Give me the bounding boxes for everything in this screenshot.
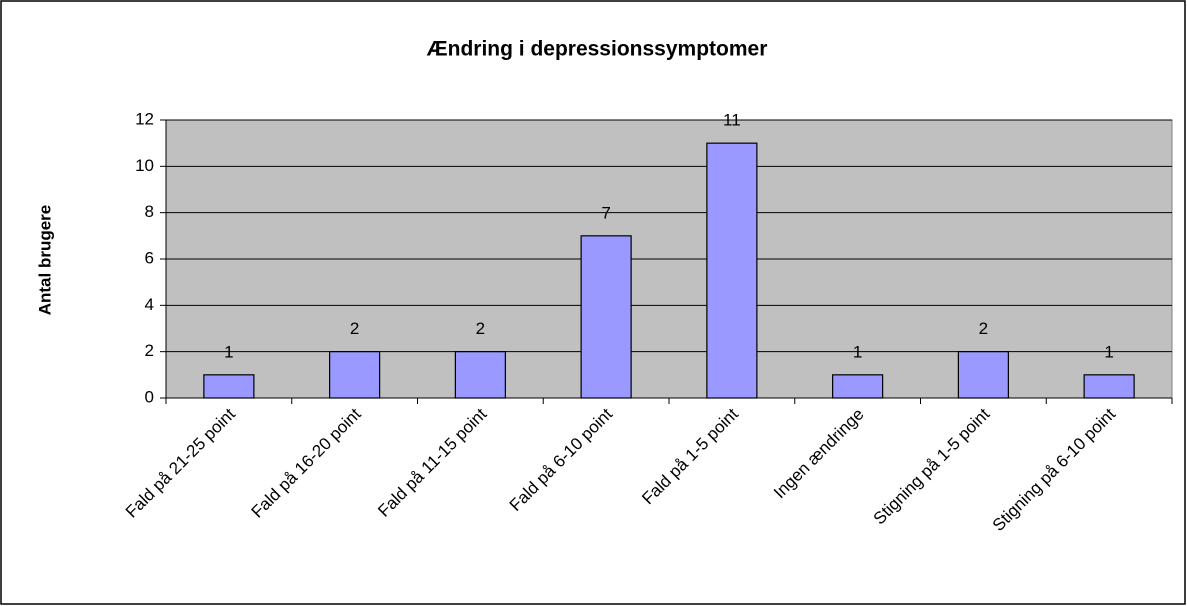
y-tick-label: 8	[145, 202, 154, 221]
y-axis-label: Antal brugere	[35, 205, 54, 316]
data-label: 2	[979, 319, 988, 338]
data-label: 1	[224, 342, 233, 361]
y-tick-label: 10	[135, 156, 154, 175]
bar	[580, 235, 632, 399]
data-label: 2	[350, 319, 359, 338]
bar	[454, 351, 506, 399]
bar	[329, 351, 381, 399]
data-label: 11	[723, 111, 741, 130]
bar	[706, 142, 758, 399]
y-tick-label: 6	[145, 248, 154, 267]
y-tick-label: 4	[145, 295, 154, 314]
bar	[203, 374, 255, 399]
data-label: 1	[1104, 342, 1113, 361]
bar	[957, 351, 1009, 399]
data-label: 2	[476, 319, 485, 338]
data-label: 1	[853, 342, 862, 361]
bar	[832, 374, 884, 399]
data-label: 7	[601, 203, 610, 222]
y-tick-label: 0	[145, 387, 154, 406]
bar	[1083, 374, 1135, 399]
y-tick-label: 12	[135, 109, 154, 128]
chart-title: Ændring i depressionssymptomer	[427, 38, 768, 61]
y-tick-label: 2	[145, 341, 154, 360]
